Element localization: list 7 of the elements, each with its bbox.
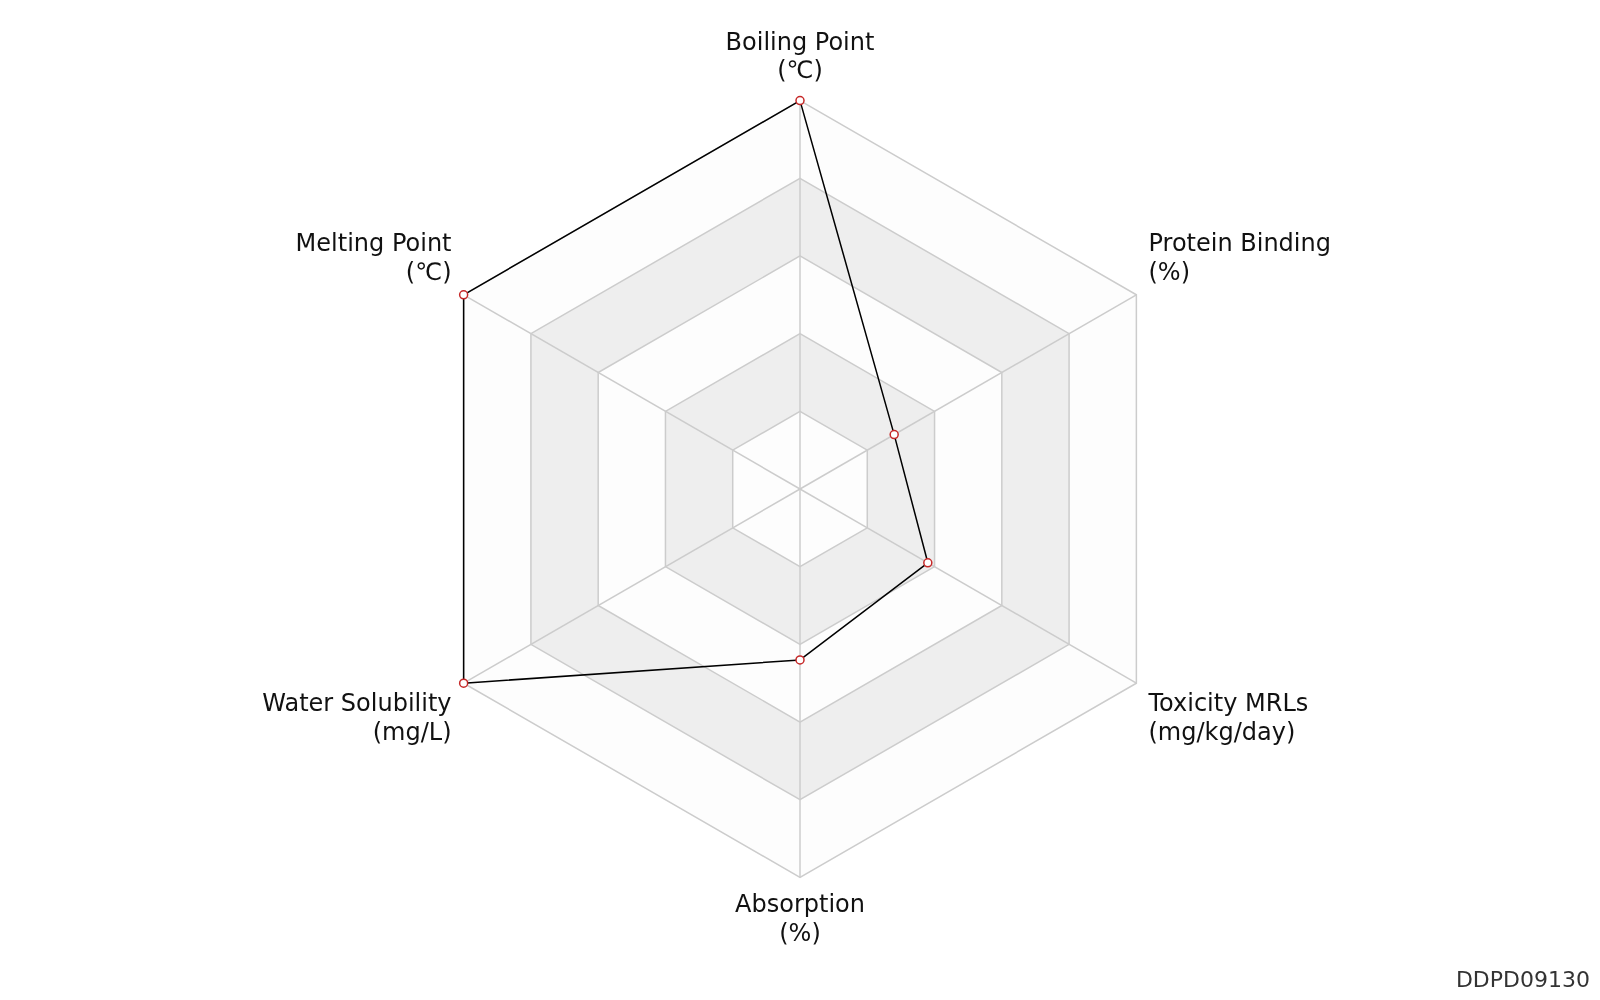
spoke-label: Water Solubility (mg/L): [262, 688, 452, 746]
spoke-label: Protein Binding (%): [1148, 228, 1331, 286]
spoke-label: Absorption (%): [735, 890, 865, 947]
spoke-label: Melting Point (℃): [295, 228, 452, 286]
spoke-label: Toxicity MRLs (mg/kg/day): [1147, 688, 1309, 746]
spoke-label: Boiling Point (℃): [725, 27, 875, 85]
text: DDPD09130: [1455, 967, 1590, 992]
